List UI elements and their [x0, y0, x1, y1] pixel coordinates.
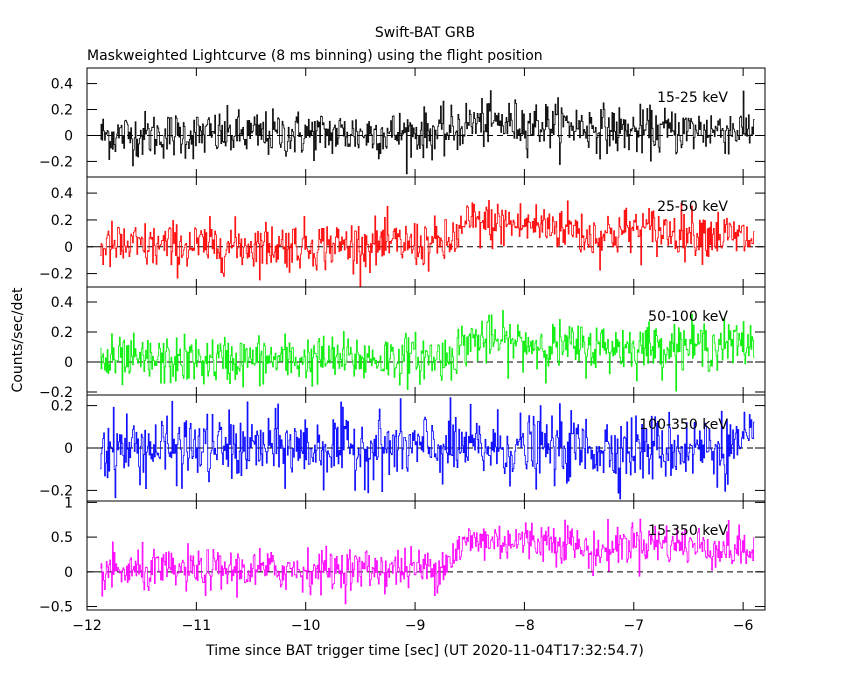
y-tick-label: 0.4 — [51, 295, 73, 311]
series-line-2 — [100, 310, 755, 392]
x-tick-label: −12 — [72, 618, 102, 634]
chart-title: Swift-BAT GRB — [375, 25, 475, 41]
x-tick-label: −7 — [623, 618, 644, 634]
panel-0: −0.2 0 0.2 0.4 15-25 keV — [39, 67, 766, 178]
x-tick-label: −11 — [182, 618, 212, 634]
series-label-4: 15-350 keV — [648, 523, 728, 539]
y-tick-label: −0.2 — [39, 154, 73, 170]
panel-3: −0.2 0 0.2 100-350 keV — [39, 394, 766, 502]
series-label-2: 50-100 keV — [648, 309, 728, 325]
y-tick-label: 0 — [64, 441, 73, 457]
y-tick-label: 1 — [64, 495, 73, 511]
series-label-3: 100-350 keV — [639, 417, 728, 433]
x-tick-label: −10 — [291, 618, 321, 634]
chart-subtitle: Maskweighted Lightcurve (8 ms binning) u… — [87, 48, 543, 64]
x-tick-label: −9 — [405, 618, 426, 634]
y-tick-label: 0.5 — [51, 530, 73, 546]
y-tick-label: −0.2 — [39, 385, 73, 401]
y-tick-label: −0.2 — [39, 483, 73, 499]
y-tick-label: 0.2 — [51, 399, 73, 415]
series-line-3 — [100, 397, 755, 500]
y-tick-label: 0.4 — [51, 186, 73, 202]
panel-1: −0.2 0 0.2 0.4 25-50 keV — [39, 176, 766, 288]
x-tick-label: −8 — [514, 618, 535, 634]
series-line-4 — [100, 518, 755, 605]
y-tick-label: 0.2 — [51, 103, 73, 119]
y-tick-label: 0 — [64, 565, 73, 581]
y-tick-label: −0.2 — [39, 267, 73, 283]
series-label-0: 15-25 keV — [657, 90, 728, 106]
y-tick-label: 0 — [64, 240, 73, 256]
x-axis-label: Time since BAT trigger time [sec] (UT 20… — [205, 643, 644, 659]
series-line-1 — [100, 200, 755, 287]
panel-4: −0.5 0 0.5 1 15-350 keV — [39, 495, 766, 616]
panel-frame — [86, 500, 766, 611]
panel-frame — [86, 286, 766, 396]
x-tick-label: −6 — [733, 618, 754, 634]
y-tick-label: 0 — [64, 355, 73, 371]
series-label-1: 25-50 keV — [657, 199, 728, 215]
y-tick-label: 0.4 — [51, 77, 73, 93]
series-line-0 — [100, 90, 755, 175]
panel-2: −0.2 0 0.2 0.4 50-100 keV — [39, 286, 766, 401]
y-tick-label: 0.2 — [51, 325, 73, 341]
y-tick-label: −0.5 — [39, 600, 73, 616]
y-tick-label: 0.2 — [51, 213, 73, 229]
y-axis-label: Counts/sec/det — [10, 287, 26, 392]
y-tick-label: 0 — [64, 128, 73, 144]
